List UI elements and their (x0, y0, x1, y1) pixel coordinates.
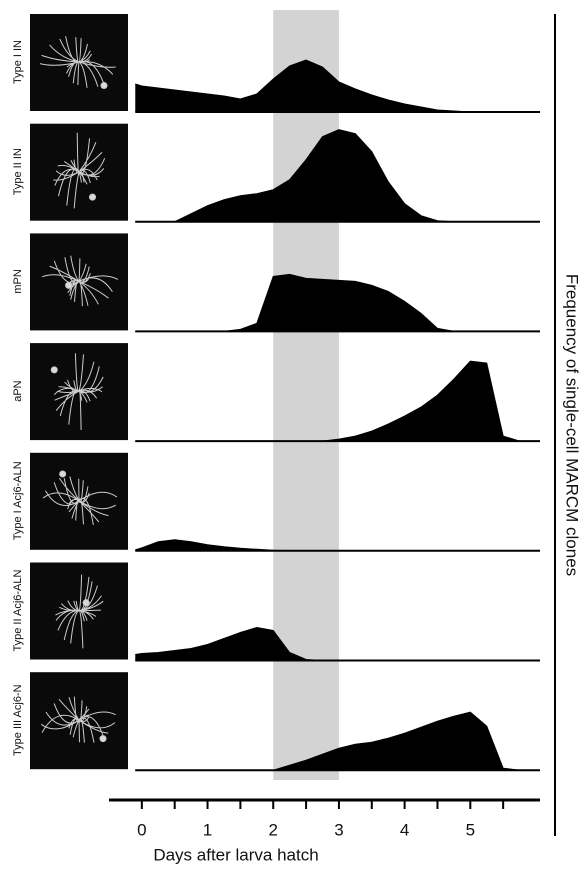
row-label: mPN (12, 269, 24, 294)
y-axis-label: Frequency of single-cell MARCM clones (563, 274, 582, 576)
row-label: aPN (12, 380, 24, 401)
x-tick-label: 1 (203, 820, 212, 839)
area-fill (135, 274, 519, 331)
row-label: Type I IN (12, 40, 24, 84)
x-tick-label: 5 (466, 820, 475, 839)
highlight-band (273, 10, 339, 780)
cell-body (66, 282, 72, 288)
cell-body (90, 194, 96, 200)
x-tick-label: 3 (334, 820, 343, 839)
cell-body (83, 600, 89, 606)
cell-body (60, 471, 66, 477)
figure: Days after larva hatch Frequency of sing… (0, 0, 585, 869)
cell-body (101, 83, 107, 89)
area-fill (135, 130, 519, 222)
cell-body (100, 736, 106, 742)
row-label: Type III Acj6-N (12, 684, 24, 756)
row-label: Type II IN (12, 148, 24, 195)
x-axis-label: Days after larva hatch (153, 845, 318, 864)
row-label: Type II Acj6-ALN (12, 569, 24, 651)
x-tick-label: 0 (137, 820, 146, 839)
x-tick-label: 4 (400, 820, 409, 839)
cell-body (51, 367, 57, 373)
row-label: Type I Acj6-ALN (12, 461, 24, 540)
x-tick-label: 2 (268, 820, 277, 839)
